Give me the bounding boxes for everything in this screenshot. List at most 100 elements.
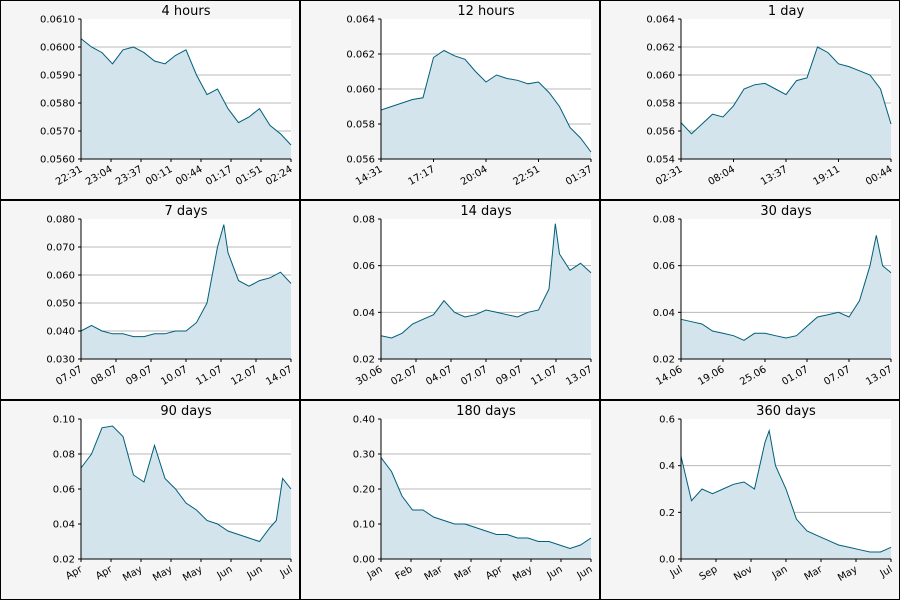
y-tick-label: 0.060 — [346, 85, 375, 96]
y-tick-label: 0.056 — [646, 127, 675, 138]
x-tick-label: Mar — [453, 564, 476, 583]
x-tick-label: 13:37 — [759, 164, 789, 188]
x-tick-label: May — [836, 564, 859, 584]
x-tick-label: 30.06 — [354, 364, 384, 388]
chart-svg: 4 hours 0.0610 0.0600 0.0590 0.0580 0.0570 0.0… — [40, 4, 295, 188]
chart-svg: 7 days 0.080 0.070 0.060 0.050 0.040 0.03007.0… — [46, 204, 294, 388]
y-tick-label: 0.040 — [46, 327, 75, 338]
x-tick-label: 22:51 — [512, 164, 542, 188]
y-tick-label: 0.050 — [46, 299, 75, 310]
x-tick-label: 14.06 — [654, 364, 684, 388]
y-tick-label: 0.056 — [346, 155, 375, 166]
series-area — [381, 50, 591, 159]
y-tick-label: 0.10 — [353, 520, 375, 531]
x-tick-label: 00:44 — [864, 164, 894, 188]
x-tick-label: Jul — [278, 564, 295, 580]
series-area — [81, 224, 291, 359]
y-tick-label: 0.08 — [653, 215, 675, 226]
chart-title: 7 days — [164, 204, 207, 219]
chart-svg: 1 day 0.064 0.062 0.060 0.058 0.056 0.05402:31… — [646, 4, 894, 188]
x-tick-label: 19:11 — [812, 164, 842, 188]
y-tick-label: 0.0580 — [40, 99, 75, 110]
series-area — [81, 38, 291, 159]
x-tick-label: 01:51 — [234, 164, 264, 188]
x-tick-label: Jun — [245, 564, 265, 582]
x-tick-label: 08:04 — [707, 164, 737, 188]
y-tick-label: 0.04 — [53, 520, 75, 531]
y-tick-label: 0.0600 — [40, 43, 75, 54]
x-tick-label: Feb — [394, 564, 415, 582]
x-tick-label: 07.07 — [822, 364, 852, 388]
x-tick-label: 19.06 — [696, 364, 726, 388]
x-tick-label: Apr — [484, 564, 505, 583]
y-tick-label: 0.06 — [353, 261, 375, 272]
y-tick-label: 0.064 — [646, 15, 675, 26]
x-tick-label: May — [181, 564, 204, 584]
x-tick-label: 00:11 — [144, 164, 174, 188]
y-tick-label: 0.00 — [353, 555, 375, 566]
x-tick-label: May — [151, 564, 174, 584]
x-tick-label: 13.07 — [564, 364, 594, 388]
y-tick-label: 0.080 — [46, 215, 75, 226]
chart-panel: 4 hours 0.0610 0.0600 0.0590 0.0580 0.0570 0.0… — [0, 0, 300, 200]
y-tick-label: 0.058 — [346, 120, 375, 131]
y-tick-label: 0.6 — [659, 415, 675, 426]
y-tick-label: 0.04 — [653, 308, 675, 319]
x-tick-label: 04.07 — [424, 364, 454, 388]
x-tick-label: 02.07 — [389, 364, 419, 388]
chart-title: 90 days — [160, 404, 212, 419]
series-line — [80, 224, 292, 338]
x-tick-label: 13.07 — [864, 364, 894, 388]
x-tick-label: 09.07 — [124, 364, 154, 388]
x-tick-label: 20:04 — [459, 164, 489, 188]
chart-title: 1 day — [768, 4, 805, 19]
y-tick-label: 0.04 — [353, 308, 375, 319]
chart-title: 14 days — [460, 204, 512, 219]
x-tick-label: 22:31 — [54, 164, 84, 188]
x-tick-label: 10.07 — [159, 364, 189, 388]
x-tick-label: 09.07 — [494, 364, 524, 388]
y-tick-label: 0.0560 — [40, 155, 75, 166]
series-line — [680, 235, 892, 341]
x-tick-label: Jul — [878, 564, 895, 580]
x-tick-label: 01.07 — [780, 364, 810, 388]
series-area — [681, 430, 891, 559]
series-area — [381, 457, 591, 559]
x-tick-label: May — [511, 564, 534, 584]
y-tick-label: 0.062 — [646, 43, 675, 54]
x-tick-label: May — [121, 564, 144, 584]
y-tick-label: 0.030 — [46, 355, 75, 366]
x-tick-label: Jan — [365, 564, 385, 582]
chart-panel: 7 days 0.080 0.070 0.060 0.050 0.040 0.030 07.0… — [0, 200, 300, 400]
y-tick-label: 0.06 — [653, 261, 675, 272]
chart-title: 4 hours — [162, 4, 211, 19]
series-line — [380, 223, 592, 339]
x-tick-label: Jul — [668, 564, 685, 580]
y-tick-label: 0.06 — [53, 485, 75, 496]
y-tick-label: 0.062 — [346, 50, 375, 61]
series-area — [681, 235, 891, 359]
x-tick-label: 01:37 — [564, 164, 594, 188]
series-area — [81, 426, 291, 559]
chart-panel: 360 days 0.6 0.4 0.2 0.0 Jul Sep Nov Jan Mar May Ju… — [600, 400, 900, 600]
chart-title: 12 hours — [457, 4, 514, 19]
series-line — [80, 38, 292, 146]
y-tick-label: 0.08 — [353, 215, 375, 226]
x-tick-label: 12.07 — [229, 364, 259, 388]
chart-title: 30 days — [760, 204, 812, 219]
y-tick-label: 0.08 — [53, 450, 75, 461]
x-tick-label: 07.07 — [459, 364, 489, 388]
x-tick-label: 17:17 — [407, 164, 437, 188]
x-tick-label: 02:24 — [264, 164, 294, 188]
x-tick-label: 07.07 — [54, 364, 84, 388]
y-tick-label: 0.02 — [53, 555, 75, 566]
chart-panel: 30 days 0.08 0.06 0.04 0.02 14.06 19.06 25.06 01… — [600, 200, 900, 400]
y-tick-label: 0.4 — [659, 461, 675, 472]
y-tick-label: 0.10 — [53, 415, 75, 426]
series-line — [80, 425, 292, 543]
